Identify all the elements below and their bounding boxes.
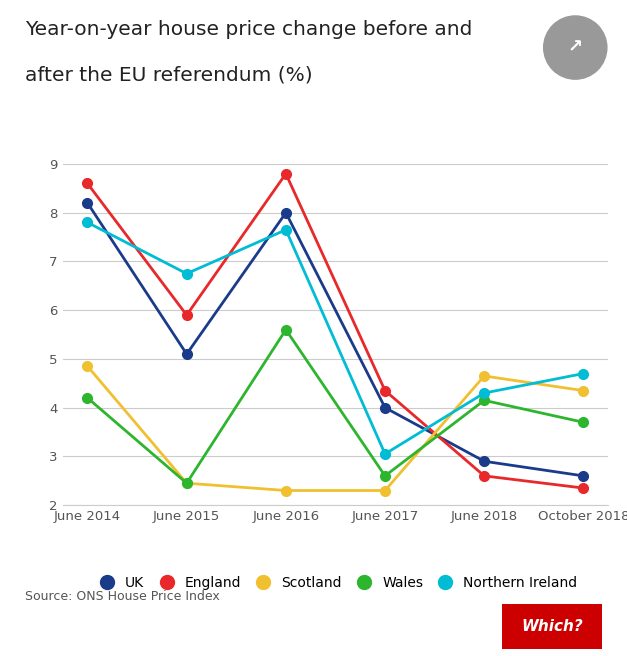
Text: Which?: Which?	[521, 619, 582, 634]
Circle shape	[544, 16, 607, 79]
Text: after the EU referendum (%): after the EU referendum (%)	[25, 66, 313, 85]
Text: Year-on-year house price change before and: Year-on-year house price change before a…	[25, 20, 473, 39]
Text: ↗: ↗	[567, 39, 583, 56]
Text: Source: ONS House Price Index: Source: ONS House Price Index	[25, 590, 220, 604]
Legend: UK, England, Scotland, Wales, Northern Ireland: UK, England, Scotland, Wales, Northern I…	[88, 570, 583, 595]
